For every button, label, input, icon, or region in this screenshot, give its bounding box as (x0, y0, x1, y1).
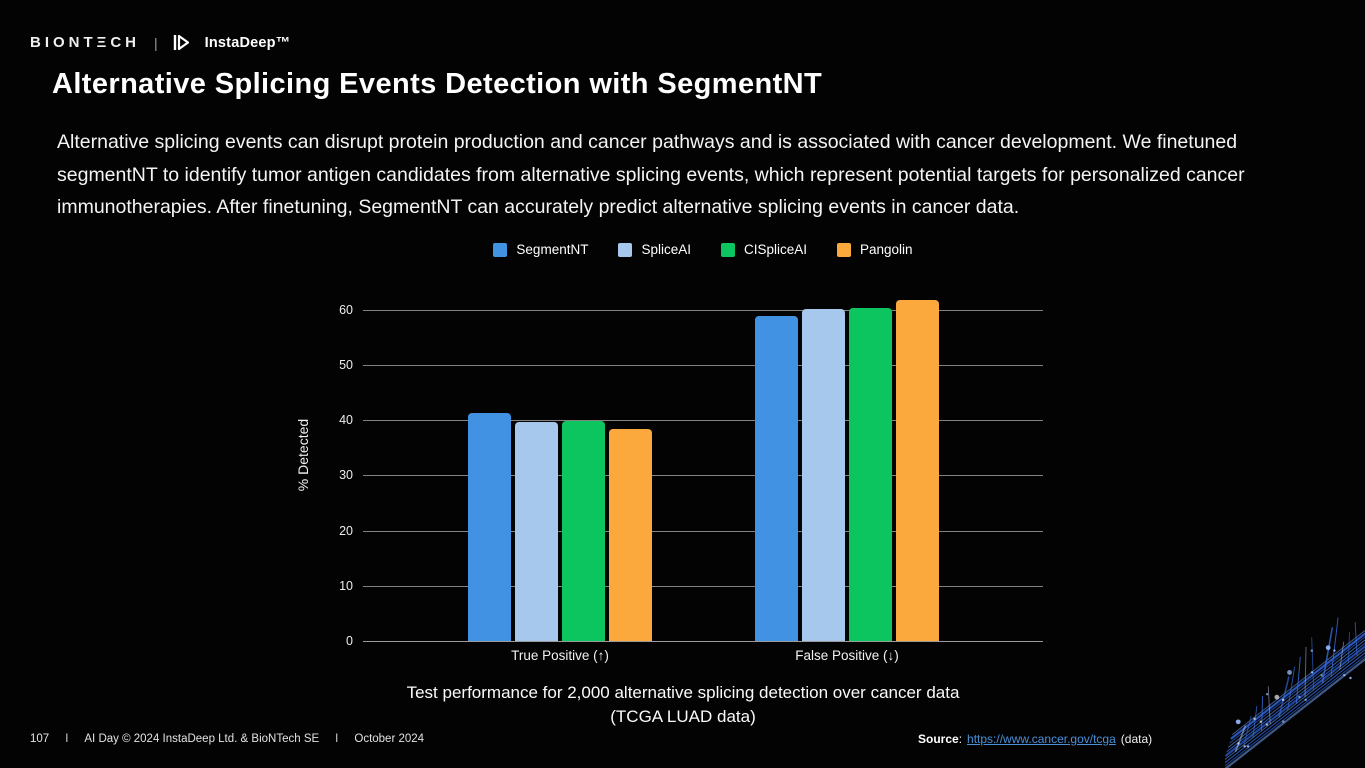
logo-divider: | (153, 34, 158, 51)
legend-label: SegmentNT (516, 242, 589, 257)
gridline-30 (363, 475, 1043, 477)
y-tick-40: 40 (339, 413, 353, 428)
bar-cispliceai-group2 (849, 307, 892, 641)
x-category-label-1: True Positive (↑) (511, 648, 609, 663)
y-axis-label: % Detected (295, 418, 311, 492)
bar-segmentnt-group1 (468, 413, 511, 641)
legend-label: CISpliceAI (743, 242, 808, 257)
chart-caption-line2: (TCGA LUAD data) (610, 707, 756, 726)
chart-caption-line1: Test performance for 2,000 alternative s… (406, 683, 960, 702)
x-category-label-2: False Positive (↓) (795, 648, 899, 663)
gridline-60 (363, 309, 1043, 311)
y-tick-50: 50 (339, 357, 353, 372)
y-tick-30: 30 (339, 468, 353, 483)
bar-cispliceai-group1 (562, 421, 605, 641)
bar-pangolin-group2 (896, 300, 939, 641)
source-suffix: (data) (1120, 732, 1153, 746)
legend-item-segmentnt: SegmentNT (493, 242, 588, 257)
footer: 107 I AI Day © 2024 InstaDeep Ltd. & Bio… (30, 733, 424, 745)
gridline-40 (363, 420, 1043, 422)
page-title: Alternative Splicing Events Detection wi… (52, 68, 823, 100)
chart-caption: Test performance for 2,000 alternative s… (323, 681, 1043, 729)
instadeep-icon (172, 33, 191, 52)
bar-spliceai-group1 (515, 421, 558, 641)
decorative-network-image (1219, 573, 1365, 768)
legend-label: Pangolin (860, 242, 913, 257)
header: BIONTΞCH | InstaDeep™ (30, 33, 290, 52)
footer-divider: I (65, 733, 69, 745)
chart-plot-area: 0 10 20 30 40 50 60 True Positive (↑) False Posi… (339, 282, 1043, 663)
source-line: Source: https://www.cancer.gov/tcga (dat… (918, 732, 1152, 746)
instadeep-logo: InstaDeep™ (204, 34, 291, 51)
description-text: Alternative splicing events can disrupt … (57, 131, 1245, 218)
bar-spliceai-group2 (802, 308, 845, 641)
gridline-20 (363, 530, 1043, 532)
bar-pangolin-group1 (609, 429, 652, 641)
biontech-logo: BIONTΞCH (30, 34, 140, 51)
y-tick-10: 10 (339, 578, 353, 593)
source-link[interactable]: https://www.cancer.gov/tcga (967, 732, 1116, 746)
footer-date: October 2024 (354, 733, 425, 745)
legend-item-spliceai: SpliceAI (618, 242, 691, 257)
gridline-50 (363, 364, 1043, 366)
gridline-10 (363, 585, 1043, 587)
legend-item-pangolin: Pangolin (837, 242, 913, 257)
legend-label: SpliceAI (641, 242, 691, 257)
chart-legend: SegmentNT SpliceAI CISpliceAI Pangolin (363, 242, 1043, 257)
footer-divider: I (335, 733, 339, 745)
page-number: 107 (30, 733, 50, 745)
y-tick-0: 0 (346, 634, 353, 648)
legend-item-cispliceai: CISpliceAI (720, 242, 808, 257)
legend-swatch-icon (720, 242, 735, 257)
y-tick-20: 20 (339, 523, 353, 538)
bar-segmentnt-group2 (755, 316, 798, 641)
legend-swatch-icon (618, 242, 633, 257)
legend-swatch-icon (493, 242, 508, 257)
y-tick-60: 60 (339, 302, 353, 317)
source-colon: : (958, 732, 963, 746)
gridline-0 (363, 641, 1043, 642)
source-label: Source (918, 732, 959, 746)
legend-swatch-icon (837, 242, 852, 257)
footer-copyright: AI Day © 2024 InstaDeep Ltd. & BioNTech … (84, 733, 320, 745)
